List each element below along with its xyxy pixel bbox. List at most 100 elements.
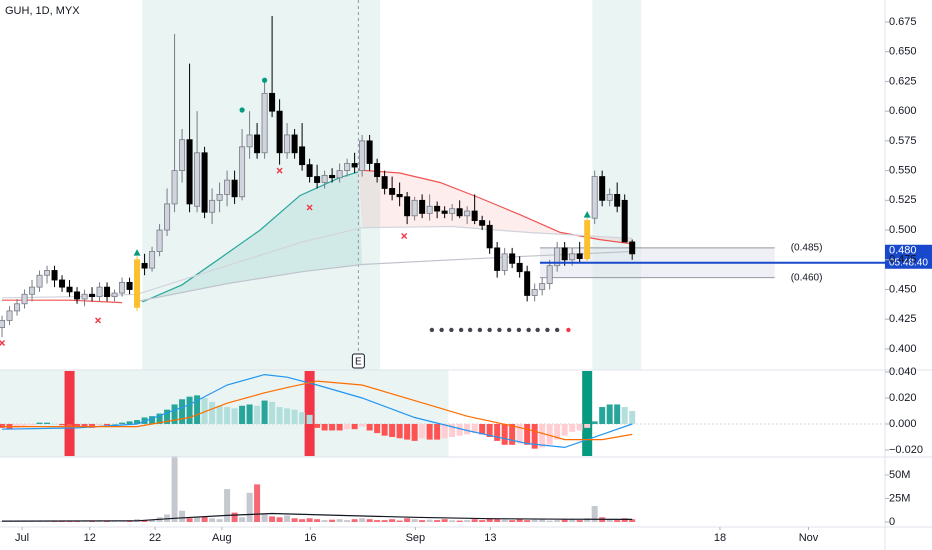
volume-bar <box>449 520 456 523</box>
candle-body <box>426 205 433 214</box>
histogram-bar <box>411 423 418 441</box>
volume-bar <box>254 484 261 523</box>
volume-bar <box>516 519 523 523</box>
candle-body <box>584 220 591 259</box>
volume-bar <box>434 520 441 523</box>
y-tick-label: 0.400 <box>889 343 917 355</box>
candle-body <box>606 193 613 201</box>
candle-body <box>351 163 358 168</box>
candle-body <box>111 292 118 298</box>
volume-bar <box>224 489 231 523</box>
signal-cross <box>306 204 313 211</box>
candle-body <box>561 247 568 261</box>
histogram-bar <box>591 421 598 424</box>
volume-bar <box>141 520 148 523</box>
x-tick-label: 16 <box>304 532 316 544</box>
candle-body <box>224 179 231 195</box>
squeeze-dot <box>516 327 522 333</box>
volume-bar <box>321 520 328 523</box>
histogram-bar <box>224 407 231 424</box>
histogram-bar <box>299 412 306 424</box>
candle-body <box>284 134 291 154</box>
y-tick-label: 0.000 <box>889 418 917 430</box>
y-tick-label: −0.020 <box>889 444 923 456</box>
histogram-bar <box>201 397 208 424</box>
candle-body <box>381 176 388 189</box>
histogram-bar <box>621 407 628 424</box>
candle-body <box>231 179 238 198</box>
histogram-bar <box>269 401 276 424</box>
event-badge <box>351 353 365 369</box>
session-shade <box>142 0 381 370</box>
candle-body <box>359 140 366 172</box>
candle-body <box>554 247 561 267</box>
volume-bar <box>276 517 283 523</box>
volume-bar <box>111 520 118 523</box>
candle-body <box>276 110 283 154</box>
candle-body <box>216 193 223 201</box>
volume-bar <box>546 520 553 523</box>
histogram-bar <box>149 416 156 424</box>
volume-bar <box>366 519 373 523</box>
y-tick-label: 0.550 <box>889 165 917 177</box>
volume-bar <box>284 515 291 523</box>
histogram-bar <box>276 407 283 424</box>
volume-bar <box>291 518 298 523</box>
volume-bar <box>306 518 313 523</box>
histogram-bar <box>194 395 201 424</box>
squeeze-dot <box>506 327 512 333</box>
x-tick-label: 12 <box>84 532 96 544</box>
histogram-bar <box>486 423 493 437</box>
candle-body <box>336 170 343 179</box>
histogram-bar <box>239 405 246 424</box>
position-upper-label: (0.485) <box>791 243 823 254</box>
histogram-bar <box>59 423 66 426</box>
histogram-bar <box>134 420 141 424</box>
volume-bar <box>606 519 613 523</box>
candle-body <box>546 265 553 284</box>
candle-body <box>29 286 36 295</box>
volume-bar <box>194 517 201 523</box>
signal-cross <box>276 167 283 174</box>
signal-dot <box>261 77 268 83</box>
histogram-bar <box>359 423 366 427</box>
candle-body <box>59 279 66 288</box>
candle-body <box>539 283 546 290</box>
candle-body <box>126 281 133 290</box>
indicator-cloud <box>358 170 636 245</box>
y-tick-label: 0.600 <box>889 105 917 117</box>
candle-body <box>81 293 88 300</box>
volume-bar <box>464 520 471 523</box>
y-tick-label: 0.450 <box>889 283 917 295</box>
candle-body <box>314 176 321 183</box>
histogram-bar <box>479 423 486 435</box>
candle-body <box>0 320 6 328</box>
histogram-bar <box>96 423 103 426</box>
candle-body <box>321 174 328 183</box>
candle-body <box>471 210 478 221</box>
y-tick-label: 0.625 <box>889 75 917 87</box>
y-tick-label: 0.675 <box>889 16 917 28</box>
candle-body <box>209 199 216 213</box>
volume-bar <box>471 519 478 523</box>
marks-layer <box>0 16 636 523</box>
candle-body <box>254 134 261 154</box>
candle-body <box>261 92 268 154</box>
histogram-bar <box>284 408 291 424</box>
volume-bar <box>419 520 426 523</box>
volume-bar <box>74 521 81 523</box>
signal-bar <box>64 371 75 456</box>
squeeze-dot <box>467 327 473 333</box>
histogram-bar <box>464 423 471 435</box>
candle-body <box>164 203 171 231</box>
candle-body <box>44 270 51 276</box>
position-lower-label: (0.460) <box>791 272 823 283</box>
histogram-bar <box>171 404 178 424</box>
candle-body <box>186 139 193 205</box>
candle-body <box>291 134 298 154</box>
candle-body <box>96 286 103 298</box>
histogram-bar <box>74 423 81 427</box>
candle-body <box>239 146 246 198</box>
